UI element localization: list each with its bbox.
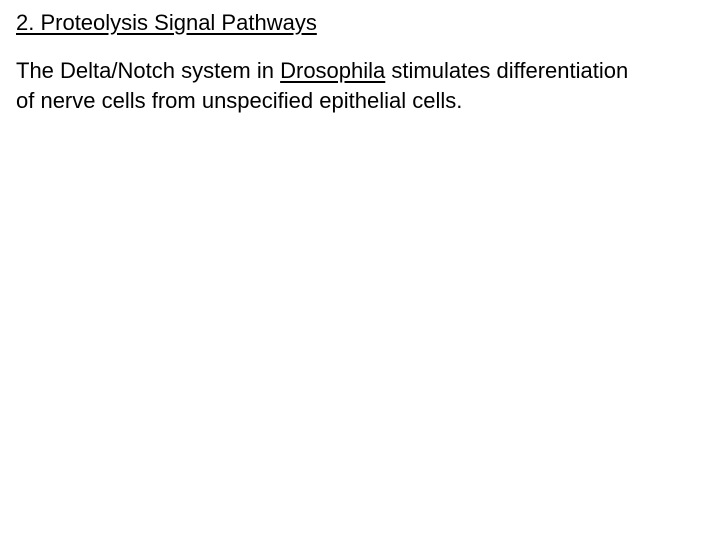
body-line1-pre: The Delta/Notch system in [16,58,280,83]
body-line1-post: stimulates differentiation [385,58,628,83]
body-paragraph: The Delta/Notch system in Drosophila sti… [16,56,704,115]
body-line2: of nerve cells from unspecified epitheli… [16,88,462,113]
section-heading: 2. Proteolysis Signal Pathways [16,10,704,36]
body-line1-underlined-term: Drosophila [280,58,385,83]
slide: 2. Proteolysis Signal Pathways The Delta… [0,0,720,540]
